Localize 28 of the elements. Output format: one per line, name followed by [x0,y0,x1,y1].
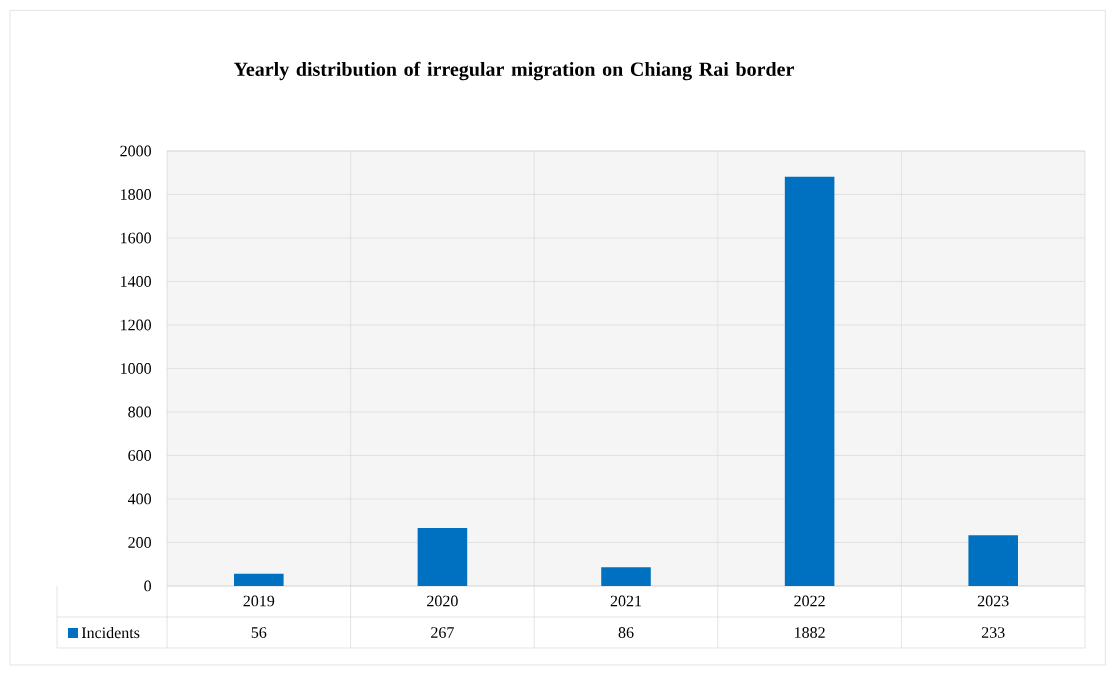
bar [968,535,1018,586]
y-tick-label: 2000 [120,145,152,157]
x-tick-label: 2019 [243,595,275,607]
y-tick-label: 400 [127,493,152,505]
legend-label: Incidents [81,626,140,639]
bar [784,176,835,586]
bar [234,573,284,586]
y-tick-label: 200 [128,537,152,548]
x-tick-label: 2020 [427,595,458,607]
y-tick-label: 800 [128,406,152,418]
chart-title: Yearly distribution of irregular migration on Chiang Rai border [234,61,794,81]
y-tick-label: 1400 [121,276,152,287]
y-tick-label: 1600 [121,232,152,244]
y-tick-label: 1000 [121,363,152,374]
y-tick-label: 1200 [121,319,152,331]
data-label: 86 [618,627,634,638]
bar [601,567,651,586]
x-tick-label: 2023 [977,595,1009,607]
data-label: 1882 [795,627,825,638]
y-tick-label: 1800 [121,189,152,200]
bar [417,527,468,586]
data-label: 233 [981,627,1005,638]
y-tick-label: 0 [144,580,152,592]
data-label: 267 [431,627,454,638]
x-tick-label: 2022 [794,595,825,607]
y-tick-label: 600 [128,450,152,461]
data-label: 56 [251,627,267,638]
x-tick-label: 2021 [610,595,642,607]
